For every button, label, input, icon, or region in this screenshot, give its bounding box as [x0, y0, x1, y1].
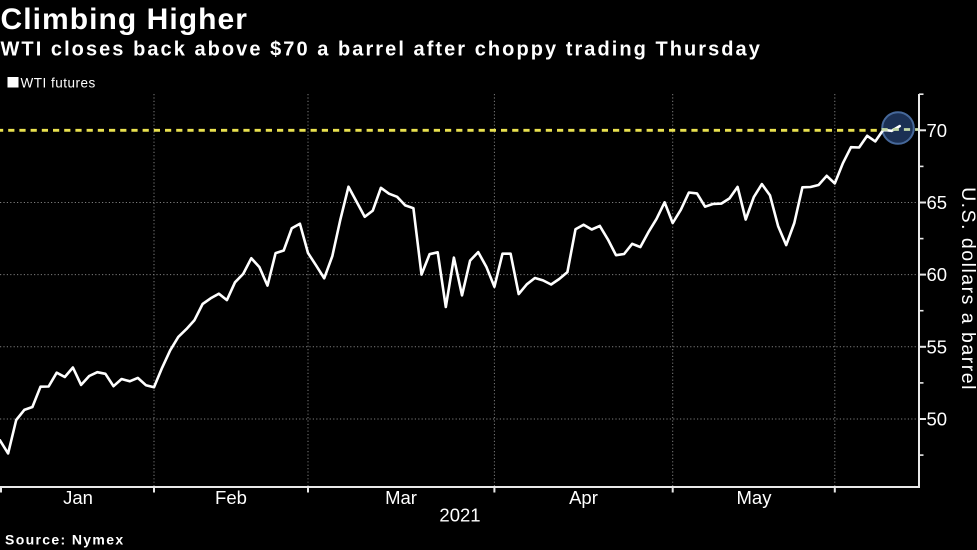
svg-text:50: 50 — [927, 409, 948, 430]
svg-text:70: 70 — [927, 120, 948, 141]
svg-text:May: May — [737, 487, 773, 508]
svg-text:2021: 2021 — [439, 505, 480, 526]
svg-text:55: 55 — [927, 336, 948, 357]
svg-text:Mar: Mar — [385, 487, 417, 508]
svg-text:Apr: Apr — [569, 487, 598, 508]
svg-text:Feb: Feb — [215, 487, 247, 508]
svg-text:Source: Nymex: Source: Nymex — [5, 532, 124, 548]
svg-text:WTI futures: WTI futures — [21, 76, 96, 91]
svg-text:Jan: Jan — [63, 487, 93, 508]
svg-text:Climbing Higher: Climbing Higher — [1, 3, 248, 36]
svg-text:60: 60 — [927, 264, 948, 285]
svg-text:WTI closes back above $70 a ba: WTI closes back above $70 a barrel after… — [1, 39, 762, 61]
svg-text:U.S. dollars a barrel: U.S. dollars a barrel — [957, 187, 977, 391]
svg-text:65: 65 — [927, 192, 948, 213]
